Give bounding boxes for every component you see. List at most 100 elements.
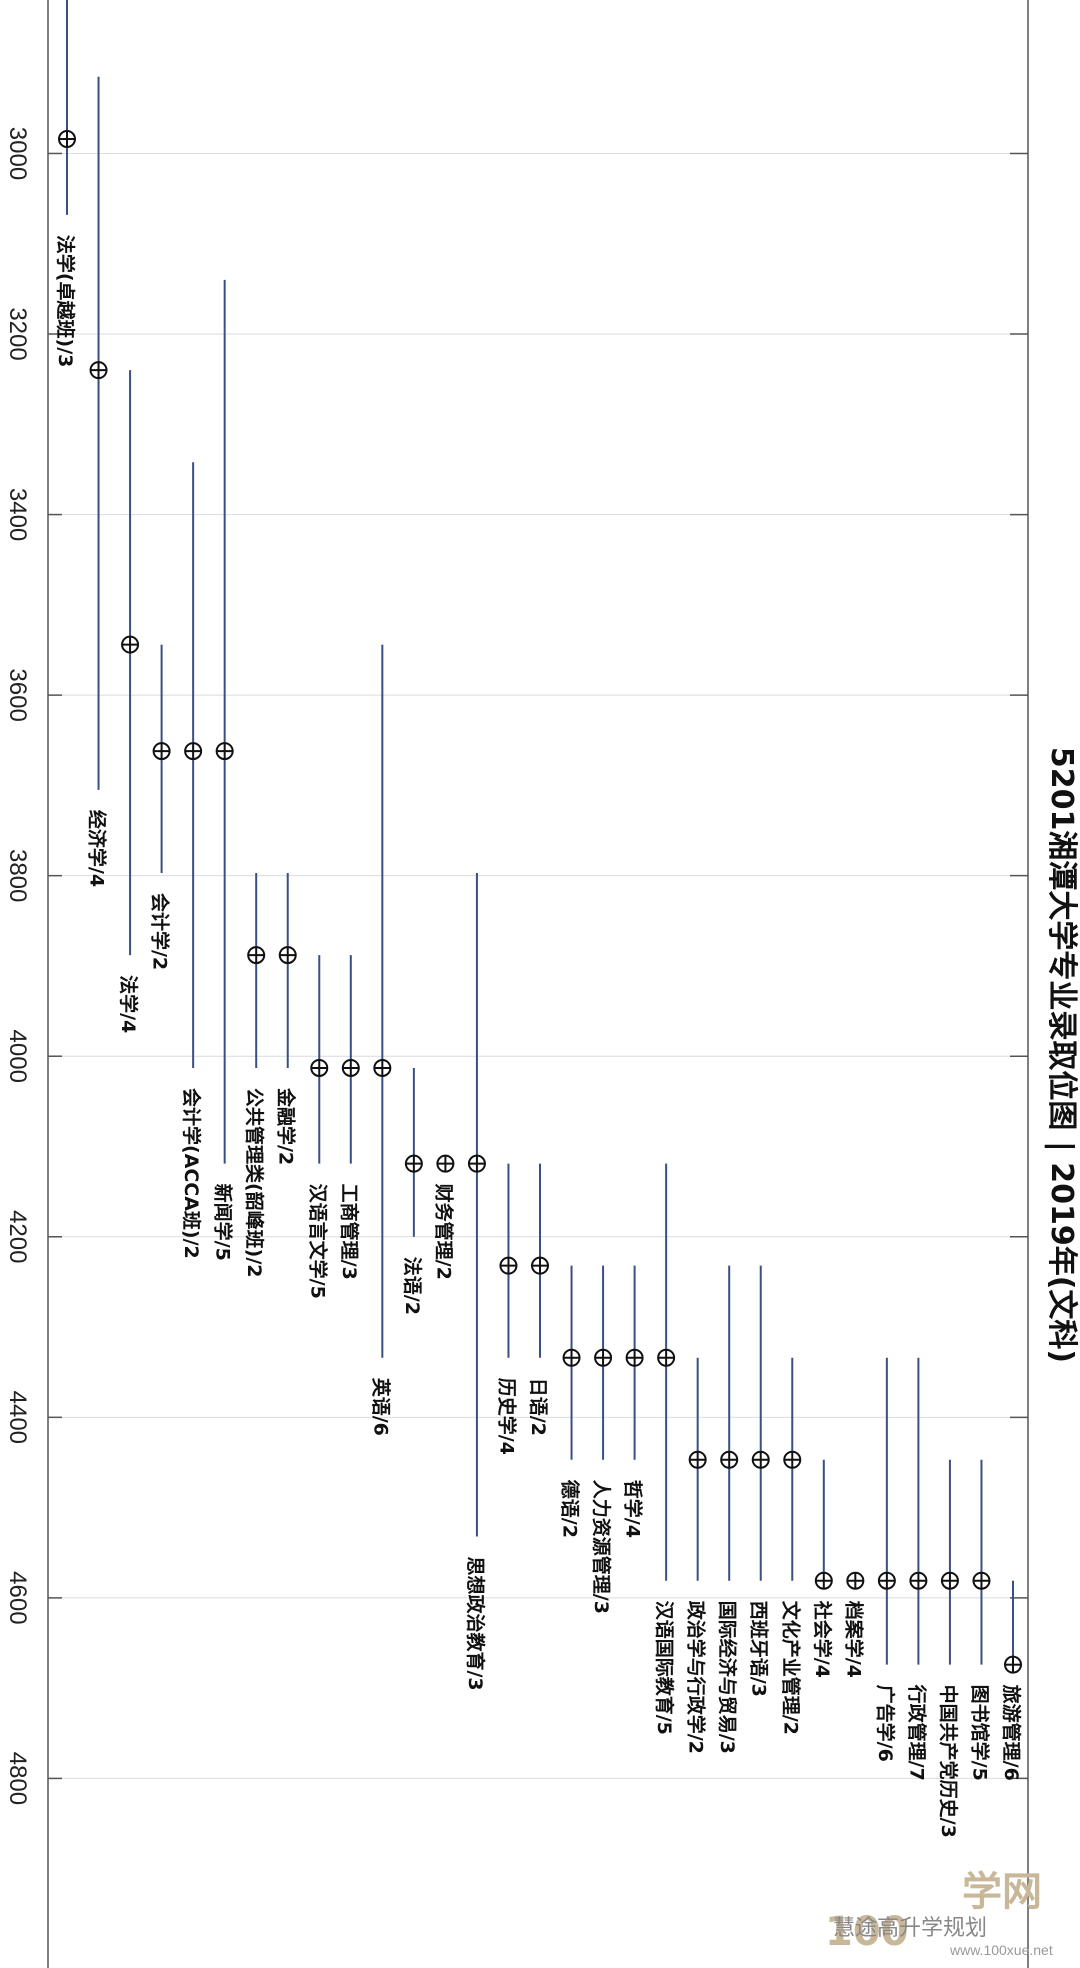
category-label-group: 中国共产党历史/3 [937,1685,960,1838]
rank-marker [58,130,76,149]
rank-marker [436,1154,455,1173]
rank-marker [751,1450,770,1469]
category-label-group: 法语/2 [401,1257,424,1315]
rank-marker [877,1571,896,1590]
category-label: 档案学/4 [842,1601,865,1678]
category-label-group: 法学(卓越班)/3 [54,235,77,368]
category-label-group: 哲学/4 [622,1480,645,1538]
watermark-account: 慧途高升学规划 [833,1916,987,1941]
rank-marker [909,1571,928,1590]
category-label: 经济学/4 [86,810,109,887]
rank-marker [625,1348,644,1367]
rank-marker [215,742,234,761]
category-label: 人力资源管理/3 [590,1480,613,1614]
tick-label-group: 4800 [4,1752,31,1805]
category-label: 历史学/4 [495,1378,518,1455]
rank-marker [373,1058,392,1077]
category-label-group: 文化产业管理/2 [779,1601,802,1735]
category-label: 英语/6 [369,1378,392,1436]
tick-label: 4600 [4,1571,31,1624]
rank-marker [814,1571,833,1590]
rank-marker [688,1450,707,1469]
category-labels: 法学(卓越班)/3 经济学/4 法学/4 会计学/2 会计学(ACCA班)/2 新闻学/5… [54,235,1023,1838]
rank-marker [562,1348,581,1367]
category-label-group: 档案学/4 [842,1601,865,1678]
category-label: 中国共产党历史/3 [937,1685,960,1838]
category-label: 汉语言文学/5 [306,1184,329,1299]
category-label: 行政管理/7 [905,1684,928,1781]
rank-marker [499,1256,518,1275]
category-label-group: 政治学与行政学/2 [685,1601,708,1754]
category-label-group: 汉语言文学/5 [306,1184,329,1299]
tick-label-group: 3800 [4,849,31,902]
category-label-group: 财务管理/2 [432,1184,455,1280]
category-label-group: 历史学/4 [495,1378,518,1455]
rank-marker [720,1450,739,1469]
tick-label: 3400 [4,488,31,541]
category-label: 会计学/2 [149,893,172,970]
category-label: 法学(卓越班)/3 [54,235,77,368]
category-label: 广告学/6 [874,1685,897,1762]
tick-label: 3800 [4,849,31,902]
tick-label: 4800 [4,1752,31,1805]
category-label: 财务管理/2 [432,1184,455,1280]
category-label-group: 德语/2 [559,1480,582,1538]
watermark: 100 学网 慧途高升学规划 www.100xue.net [825,1869,1053,1958]
category-label-group: 公共管理类(韶峰班)/2 [243,1088,266,1278]
category-label-group: 西班牙语/3 [748,1601,771,1697]
chart-title-group: 5201湘潭大学专业录取位图 | 2019年(文科) [1044,747,1079,1363]
rank-marker [404,1154,423,1173]
watermark-logo-number: 100 [825,1909,909,1955]
rank-marker [247,946,266,965]
category-label: 会计学(ACCA班)/2 [180,1088,203,1259]
category-label: 工商管理/3 [338,1184,361,1280]
category-label-group: 会计学/2 [149,893,172,970]
tick-label: 3600 [4,668,31,721]
watermark-site: www.100xue.net [949,1942,1053,1958]
tick-label-group: 4000 [4,1030,31,1083]
tick-label-group: 4200 [4,1210,31,1263]
tick-label-group: 3400 [4,488,31,541]
grid-lines [48,152,1028,1779]
category-label-group: 会计学(ACCA班)/2 [180,1088,203,1259]
category-label: 金融学/2 [275,1087,298,1165]
category-label: 公共管理类(韶峰班)/2 [243,1088,266,1278]
category-label: 图书馆学/5 [968,1685,991,1781]
rank-marker [531,1256,549,1275]
category-label: 思想政治教育/3 [464,1556,487,1690]
category-label: 文化产业管理/2 [779,1601,802,1735]
category-label: 日语/2 [527,1378,549,1436]
range-marks [58,0,1022,1674]
rank-marker [657,1348,676,1367]
tick-label: 3000 [4,127,31,180]
rank-marker [594,1348,613,1367]
category-label: 新闻学/5 [212,1184,235,1261]
rank-marker [467,1154,486,1173]
rank-marker [152,742,171,761]
category-label: 旅游管理/6 [1000,1685,1023,1781]
tick-label-group: 3600 [4,668,31,721]
tick-label-group: 3200 [4,307,31,360]
rank-marker [184,742,203,761]
category-label: 法学/4 [117,975,140,1033]
category-label-group: 人力资源管理/3 [590,1480,613,1614]
category-label: 社会学/4 [811,1600,834,1678]
rank-marker [783,1450,802,1469]
category-label: 德语/2 [559,1480,582,1538]
rank-marker [341,1058,360,1077]
category-label-group: 汉语国际教育/5 [653,1601,676,1735]
category-label-group: 新闻学/5 [212,1184,235,1261]
category-label: 国际经济与贸易/3 [716,1601,739,1754]
rank-marker [310,1058,329,1077]
rank-marker [121,635,140,654]
watermark-logo-text: 学网 [962,1869,1042,1915]
category-label-group: 工商管理/3 [338,1184,361,1280]
category-label: 汉语国际教育/5 [653,1601,676,1735]
category-label-group: 国际经济与贸易/3 [716,1601,739,1754]
category-label-group: 经济学/4 [86,810,109,887]
category-label: 哲学/4 [622,1480,645,1538]
tick-label-group: 4600 [4,1571,31,1624]
category-label-group: 广告学/6 [874,1685,897,1762]
